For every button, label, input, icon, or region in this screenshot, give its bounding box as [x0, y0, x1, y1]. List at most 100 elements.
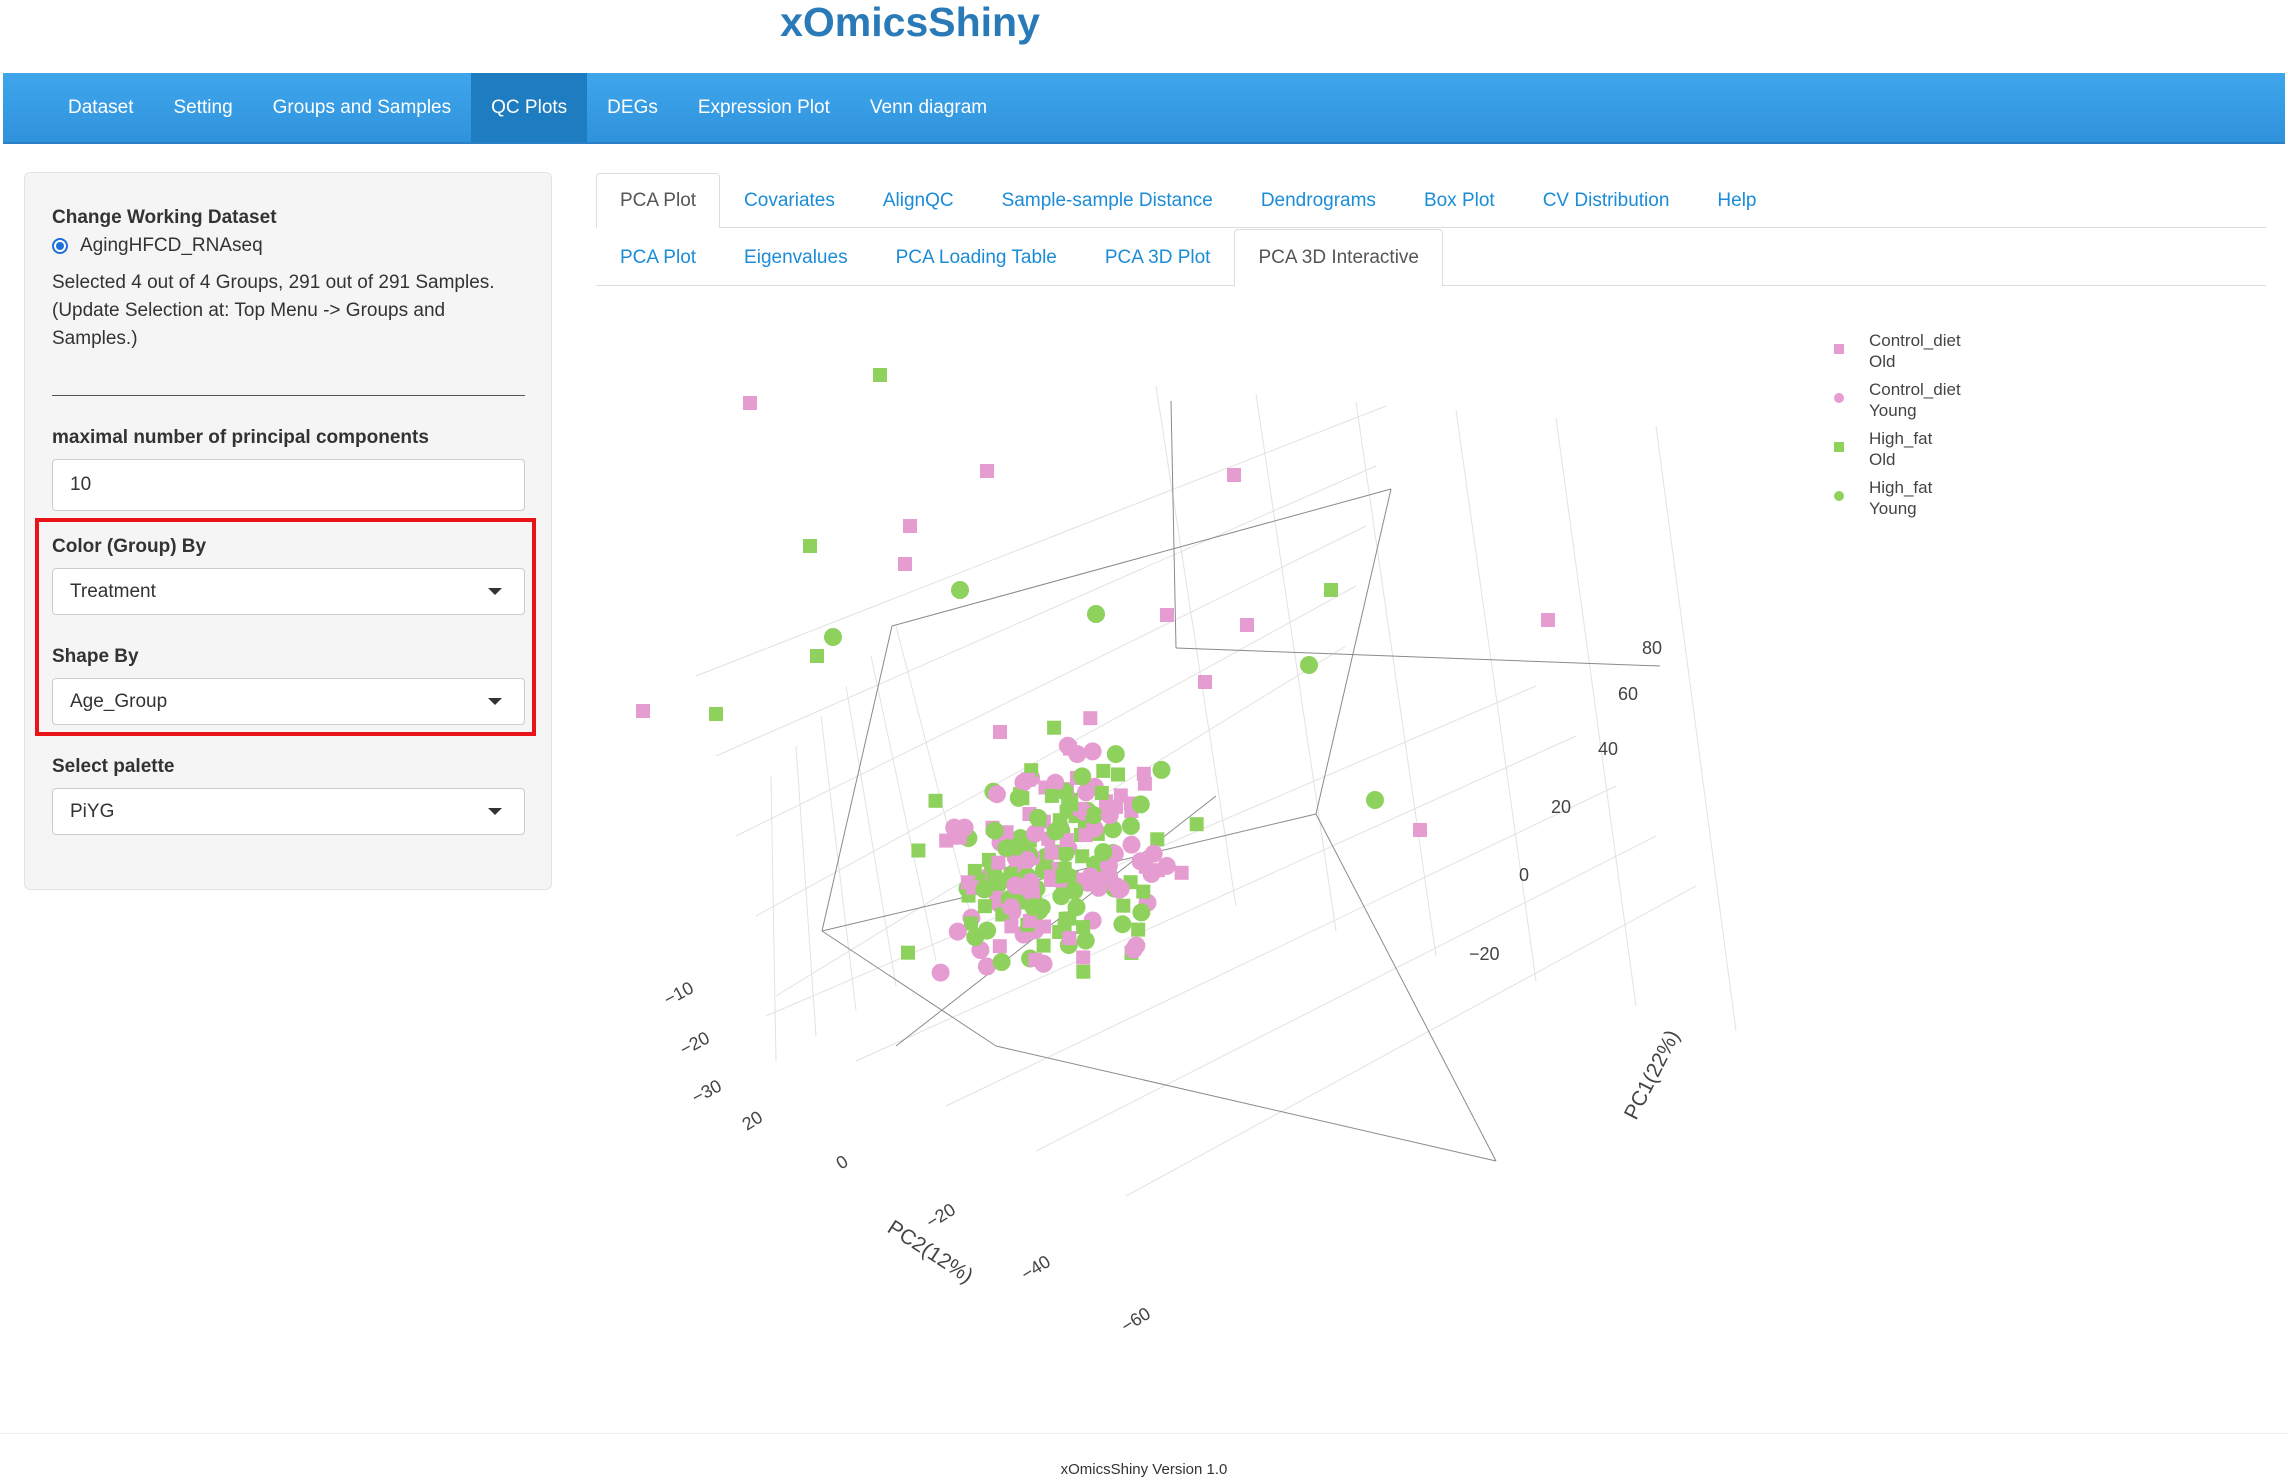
sample-point-square[interactable] [1044, 788, 1059, 803]
sample-point-square[interactable] [963, 916, 978, 931]
nav-item-degs[interactable]: DEGs [607, 96, 658, 118]
tab-cv-distribution[interactable]: CV Distribution [1542, 190, 1670, 211]
sample-point-circle[interactable] [948, 922, 967, 941]
sample-point-square[interactable] [1062, 931, 1077, 946]
tab-pca-plot[interactable]: PCA Plot [620, 247, 697, 268]
max-pc-input[interactable]: 10 [52, 459, 525, 511]
sample-point-square[interactable] [967, 863, 982, 878]
sample-point-circle[interactable] [1111, 879, 1130, 898]
shape-by-select[interactable]: Age_Group [52, 678, 525, 725]
sample-point-circle[interactable] [966, 928, 985, 947]
sample-point-square[interactable] [1075, 849, 1090, 864]
tab-eigenvalues[interactable]: Eigenvalues [744, 247, 848, 268]
sample-point-square[interactable] [743, 396, 757, 410]
sample-point-circle[interactable] [977, 957, 996, 976]
sample-point-circle[interactable] [1029, 808, 1048, 827]
sample-point-square[interactable] [1083, 711, 1098, 726]
sample-point-circle[interactable] [1076, 931, 1095, 950]
sample-point-circle[interactable] [1300, 656, 1318, 674]
sample-point-square[interactable] [1131, 922, 1146, 937]
sample-point-square[interactable] [1113, 788, 1128, 803]
sample-point-square[interactable] [1096, 763, 1111, 778]
sample-point-square[interactable] [1541, 613, 1555, 627]
sample-point-square[interactable] [1057, 919, 1072, 934]
sample-point-circle[interactable] [1032, 898, 1051, 917]
sample-point-square[interactable] [1111, 767, 1125, 782]
sample-point-square[interactable] [1076, 964, 1091, 979]
sample-point-square[interactable] [1064, 797, 1079, 812]
sample-point-circle[interactable] [1021, 873, 1040, 891]
pca-3d-plot[interactable]: 80 60 40 20 0 −20 20 0 −20 −40 −60 −10 −20 −30 PC1(22… [511, 185, 2266, 1386]
sample-point-circle[interactable] [1034, 954, 1053, 973]
sample-point-square[interactable] [636, 704, 650, 718]
sample-point-square[interactable] [1240, 618, 1254, 632]
sample-point-circle[interactable] [1065, 881, 1084, 900]
nav-item-dataset[interactable]: Dataset [68, 96, 134, 118]
sample-point-square[interactable] [898, 557, 912, 571]
sample-point-square[interactable] [903, 519, 917, 533]
sample-point-square[interactable] [901, 945, 915, 960]
tab-pca-3d-plot[interactable]: PCA 3D Plot [1104, 247, 1211, 268]
sample-point-square[interactable] [1198, 675, 1212, 689]
sample-point-square[interactable] [1227, 468, 1241, 482]
sample-point-circle[interactable] [931, 963, 950, 982]
nav-item-groups-and-samples[interactable]: Groups and Samples [272, 96, 452, 118]
sample-point-circle[interactable] [1113, 915, 1132, 934]
color-by-select[interactable]: Treatment [52, 568, 525, 615]
sample-point-circle[interactable] [1100, 806, 1119, 825]
sample-point-square[interactable] [1136, 884, 1151, 899]
tab-sample-sample-distance[interactable]: Sample-sample Distance [1001, 190, 1213, 211]
sample-point-square[interactable] [1047, 720, 1062, 735]
tab-dendrograms[interactable]: Dendrograms [1260, 190, 1376, 211]
sample-point-circle[interactable] [1131, 795, 1150, 814]
sample-point-square[interactable] [1044, 845, 1059, 860]
tab-covariates[interactable]: Covariates [744, 190, 835, 211]
sample-point-circle[interactable] [1132, 903, 1151, 922]
sample-point-square[interactable] [1150, 832, 1165, 847]
sample-point-circle[interactable] [1152, 760, 1171, 779]
sample-point-circle[interactable] [1103, 820, 1122, 839]
sample-point-circle[interactable] [1124, 940, 1143, 959]
sample-point-circle[interactable] [1002, 898, 1021, 917]
nav-item-qc-plots[interactable]: QC Plots [471, 73, 588, 142]
sample-point-circle[interactable] [1366, 791, 1384, 809]
pca-3d-svg[interactable]: 80 60 40 20 0 −20 20 0 −20 −40 −60 −10 −20 −30 PC1(22… [511, 185, 2266, 1386]
sample-point-square[interactable] [993, 725, 1007, 739]
sample-point-circle[interactable] [1085, 819, 1104, 838]
sample-point-circle[interactable] [1094, 843, 1113, 862]
sample-point-square[interactable] [939, 833, 954, 848]
sample-point-circle[interactable] [1018, 850, 1037, 869]
sample-point-square[interactable] [709, 707, 723, 721]
sample-point-square[interactable] [1116, 898, 1131, 913]
sample-point-square[interactable] [1413, 823, 1427, 837]
sample-point-square[interactable] [1030, 826, 1045, 841]
tab-pca-loading-table[interactable]: PCA Loading Table [895, 247, 1057, 268]
sample-point-square[interactable] [1094, 785, 1109, 800]
sample-point-circle[interactable] [1085, 806, 1103, 825]
sample-point-circle[interactable] [1083, 742, 1102, 761]
sample-point-square[interactable] [1076, 920, 1091, 935]
sample-point-circle[interactable] [824, 628, 842, 646]
palette-select[interactable]: PiYG [52, 788, 525, 835]
sample-point-square[interactable] [1076, 950, 1091, 965]
sample-point-square[interactable] [1007, 841, 1022, 856]
tab-pca-plot[interactable]: PCA Plot [596, 173, 721, 228]
sample-point-square[interactable] [1189, 817, 1204, 832]
sample-point-square[interactable] [1036, 938, 1051, 953]
sample-point-circle[interactable] [975, 880, 994, 899]
sample-point-circle[interactable] [1144, 844, 1163, 863]
sample-point-circle[interactable] [1006, 876, 1025, 895]
sample-point-circle[interactable] [1106, 745, 1125, 764]
sample-point-square[interactable] [1022, 913, 1037, 928]
sample-point-square[interactable] [991, 855, 1006, 870]
sample-point-square[interactable] [1021, 772, 1036, 787]
sample-point-square[interactable] [989, 890, 1004, 905]
sample-point-circle[interactable] [1081, 867, 1100, 886]
sample-point-circle[interactable] [992, 953, 1011, 971]
sample-point-square[interactable] [803, 539, 817, 553]
sample-point-circle[interactable] [1073, 767, 1092, 786]
sample-point-circle[interactable] [985, 821, 1004, 840]
radio-selected-icon[interactable] [52, 238, 68, 254]
sample-point-circle[interactable] [955, 818, 974, 837]
sample-point-square[interactable] [873, 368, 887, 382]
